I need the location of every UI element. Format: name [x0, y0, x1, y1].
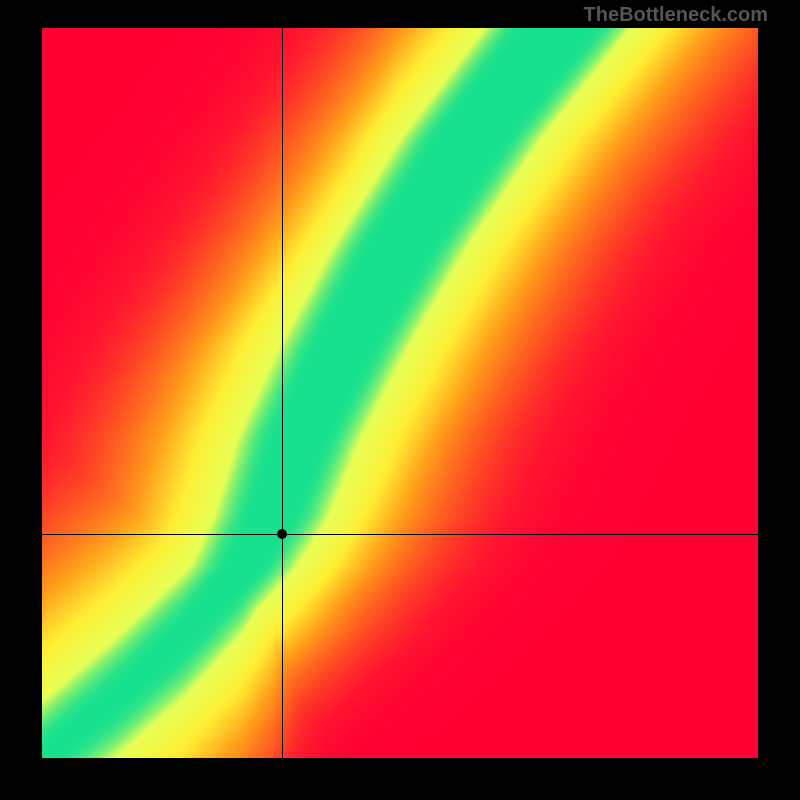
heatmap-canvas — [42, 28, 758, 758]
crosshair-vertical — [282, 28, 283, 758]
crosshair-point — [277, 529, 287, 539]
heatmap-plot — [42, 28, 758, 758]
watermark-text: TheBottleneck.com — [584, 4, 768, 27]
crosshair-horizontal — [42, 534, 758, 535]
